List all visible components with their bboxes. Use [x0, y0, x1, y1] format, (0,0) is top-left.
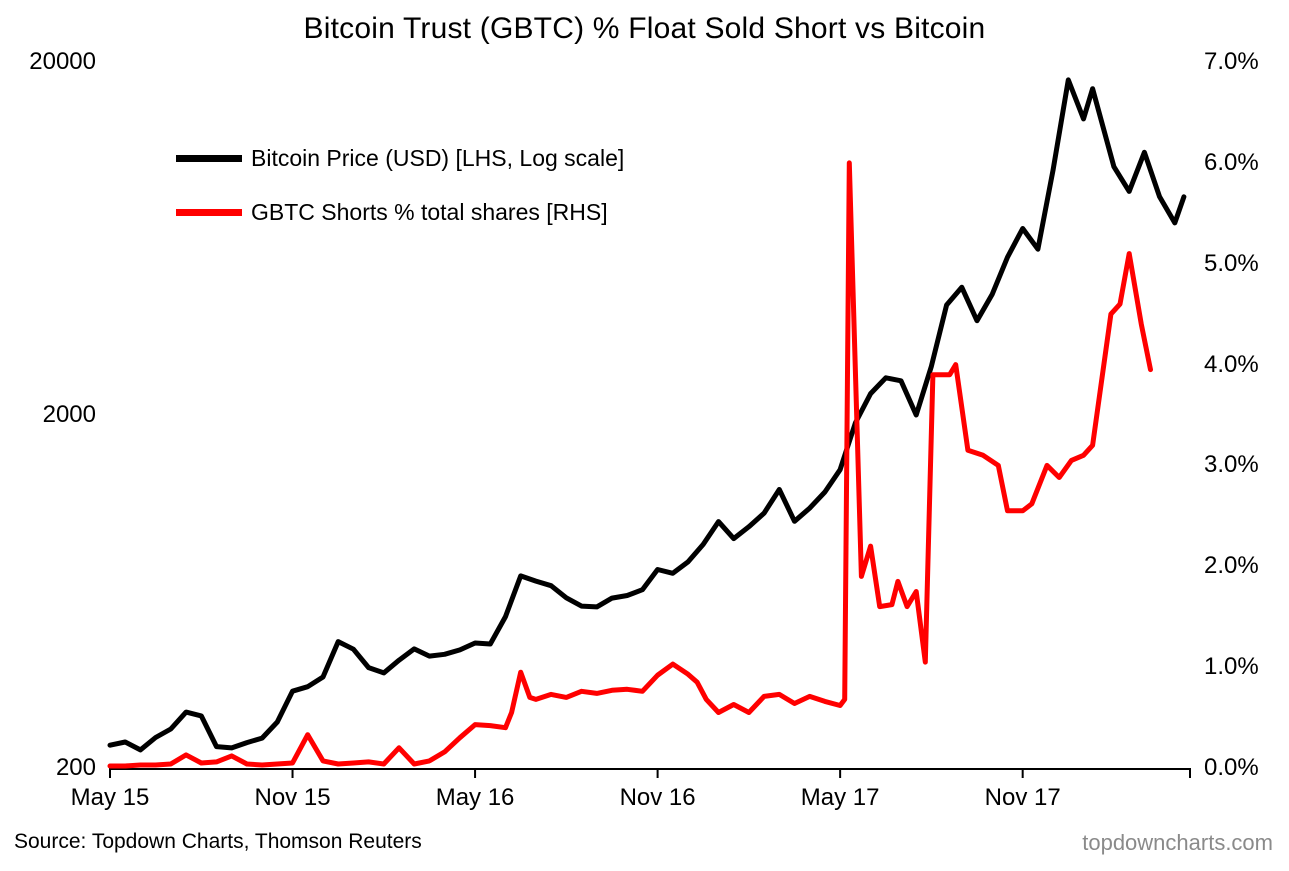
y-right-tick-label: 0.0% — [1204, 754, 1259, 781]
y-right-tick-label: 7.0% — [1204, 48, 1259, 75]
legend: Bitcoin Price (USD) [LHS, Log scale] GBT… — [176, 140, 624, 248]
bitcoin-line-swatch — [176, 154, 242, 162]
y-right-tick-label: 4.0% — [1204, 350, 1259, 378]
x-tick-label: May 16 — [435, 784, 515, 811]
y-right-tick-label: 6.0% — [1204, 148, 1259, 176]
y-right-tick-label: 2.0% — [1204, 552, 1259, 580]
gbtc-line-swatch — [176, 208, 242, 216]
y-right-tick-label: 1.0% — [1204, 653, 1259, 681]
y-right-tick-label: 3.0% — [1204, 451, 1259, 479]
x-tick-label: Nov 17 — [984, 784, 1061, 811]
gbtc-shorts-line — [107, 160, 1153, 769]
source-note: Source: Topdown Charts, Thomson Reuters — [14, 830, 422, 853]
y-left-tick-label: 20000 — [29, 48, 96, 75]
y-right-tick-label: 5.0% — [1204, 249, 1259, 277]
chart-title: Bitcoin Trust (GBTC) % Float Sold Short … — [303, 12, 986, 45]
y-left-tick-label: 2000 — [42, 401, 96, 428]
bitcoin-price-line — [107, 77, 1187, 753]
x-tick-label: May 17 — [800, 784, 880, 811]
legend-label-bitcoin-price: Bitcoin Price (USD) [LHS, Log scale] — [251, 144, 625, 171]
x-tick-label: Nov 16 — [619, 784, 696, 811]
x-tick-label: Nov 15 — [254, 784, 331, 811]
y-left-tick-label: 200 — [55, 754, 96, 781]
legend-label-gbtc-shorts: GBTC Shorts % total shares [RHS] — [251, 198, 608, 225]
legend-item-bitcoin-price: Bitcoin Price (USD) [LHS, Log scale] — [176, 140, 624, 176]
watermark: topdowncharts.com — [1082, 830, 1273, 855]
x-tick-label: May 15 — [70, 784, 150, 811]
legend-item-gbtc-shorts: GBTC Shorts % total shares [RHS] — [176, 194, 624, 230]
